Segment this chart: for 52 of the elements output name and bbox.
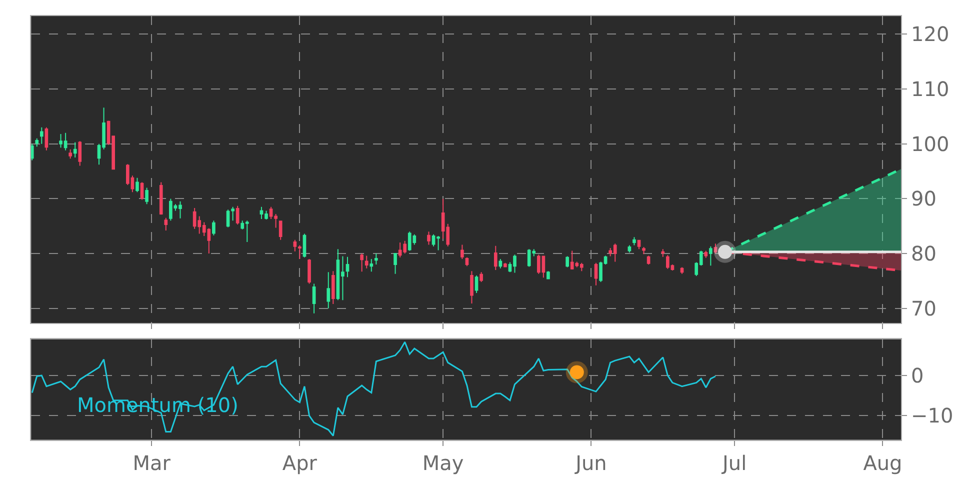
candlestick [308, 258, 311, 284]
candlestick [231, 206, 234, 222]
candlestick [312, 283, 316, 314]
candlestick [709, 246, 712, 266]
y-tick-label: 80 [911, 242, 936, 266]
candlestick [360, 253, 364, 272]
candlestick [427, 231, 430, 246]
candlestick [236, 205, 240, 225]
candlestick [164, 217, 168, 231]
y-tick-label: 120 [911, 22, 950, 46]
candlestick [646, 255, 650, 265]
candlestick [494, 245, 498, 270]
y-tick-label: 0 [911, 363, 924, 388]
candlestick [370, 258, 374, 272]
x-tick-label: Aug [863, 450, 902, 475]
candlestick [212, 220, 216, 236]
candlestick [594, 262, 598, 286]
candlestick [628, 244, 632, 253]
y-tick-label: 100 [911, 132, 950, 156]
candlestick [704, 250, 708, 258]
candlestick [374, 253, 378, 265]
candlestick [394, 252, 397, 274]
candlestick [680, 266, 684, 274]
candlestick [474, 274, 478, 294]
candlestick [465, 256, 469, 267]
candlestick [661, 248, 665, 258]
x-tick-label: Jun [574, 450, 607, 475]
y-tick-label: 70 [911, 296, 936, 320]
candlestick [498, 258, 502, 269]
x-tick-label: May [422, 450, 464, 475]
candlestick [632, 236, 636, 246]
x-tick-label: Mar [132, 450, 172, 475]
candlestick [470, 270, 474, 304]
y-tick-label: 110 [911, 76, 950, 101]
candlestick [159, 182, 163, 216]
candlestick [637, 239, 641, 250]
x-tick-label: Jul [720, 450, 747, 475]
candlestick [460, 244, 464, 260]
y-tick-label: −10 [911, 404, 954, 428]
candlestick [278, 220, 282, 240]
candlestick [504, 262, 507, 268]
candlestick [364, 255, 368, 269]
candlestick [546, 270, 550, 280]
candlestick [302, 233, 306, 258]
candlestick [331, 270, 335, 304]
candlestick [642, 246, 646, 255]
candlestick [480, 272, 483, 283]
candlestick [326, 272, 330, 309]
x-tick-label: Apr [282, 450, 318, 475]
y-tick-label: 90 [911, 186, 936, 211]
candlestick [346, 256, 350, 278]
candlestick [566, 256, 569, 268]
